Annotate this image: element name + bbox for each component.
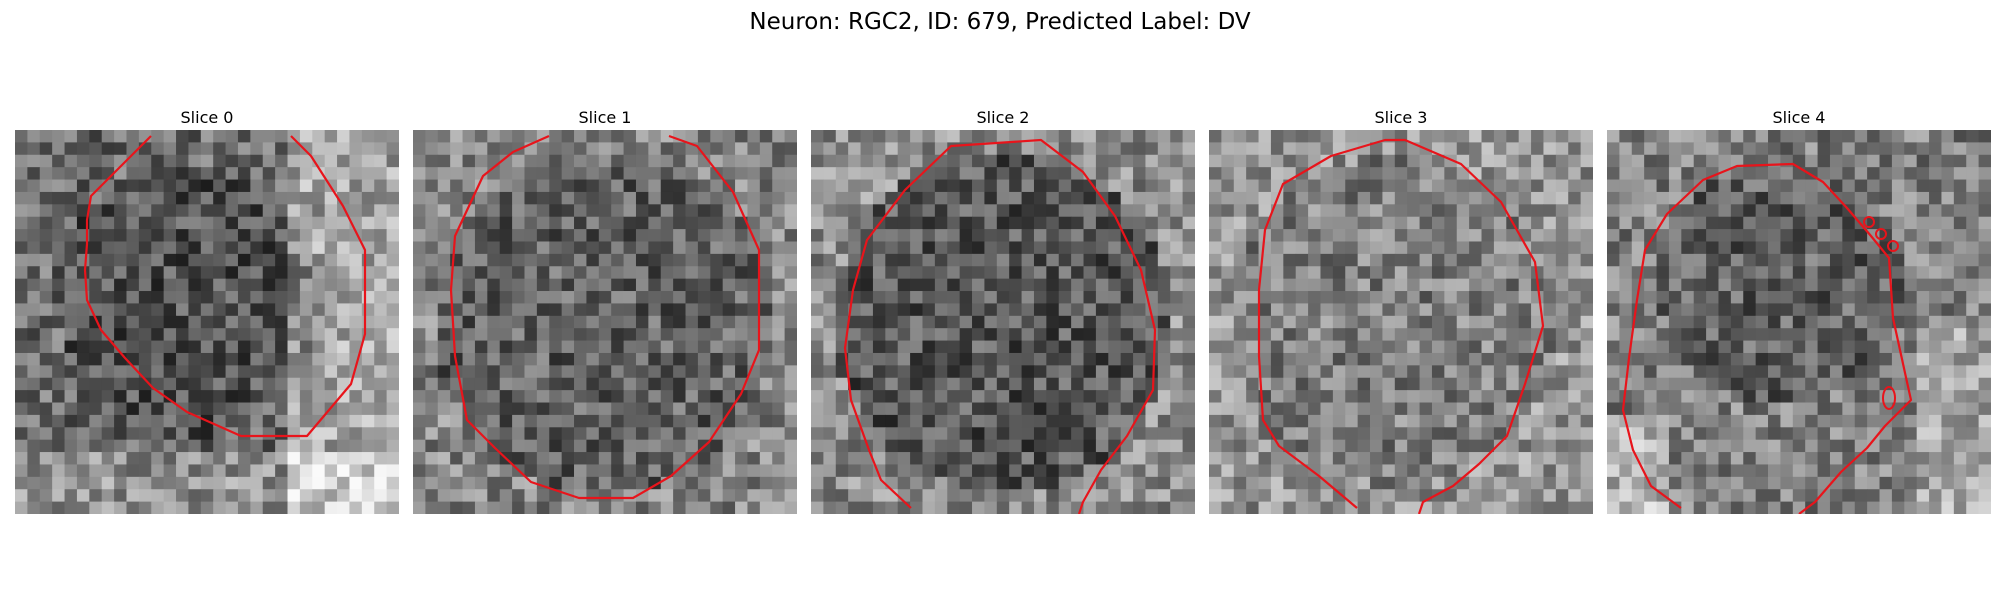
slice-panel-0: Slice 0 xyxy=(15,108,399,514)
slice-panel-2: Slice 2 xyxy=(811,108,1195,514)
contour-outline-2 xyxy=(843,138,1157,514)
slice-panel-1: Slice 1 xyxy=(413,108,797,514)
slice-title-2: Slice 2 xyxy=(976,108,1030,127)
slice-image-3 xyxy=(1209,130,1593,514)
contour-outline-1 xyxy=(449,134,761,500)
figure-title: Neuron: RGC2, ID: 679, Predicted Label: … xyxy=(749,9,1251,35)
slice-image-1 xyxy=(413,130,797,514)
slice-title-0: Slice 0 xyxy=(180,108,234,127)
slice-title-1: Slice 1 xyxy=(578,108,632,127)
contour-loop xyxy=(1875,228,1887,240)
slice-image-2 xyxy=(811,130,1195,514)
slice-image-4 xyxy=(1607,130,1991,514)
slice-panel-3: Slice 3 xyxy=(1209,108,1593,514)
slice-title-4: Slice 4 xyxy=(1772,108,1826,127)
contour-loop xyxy=(1882,386,1896,410)
slice-panel-4: Slice 4 xyxy=(1607,108,1991,514)
contour-outline-4 xyxy=(1621,162,1913,514)
slice-image-0 xyxy=(15,130,399,514)
contour-outline-3 xyxy=(1257,138,1545,514)
slice-title-3: Slice 3 xyxy=(1374,108,1428,127)
contour-outline-0 xyxy=(83,135,367,438)
contour-loop xyxy=(1887,240,1899,252)
contour-loop xyxy=(1863,216,1875,228)
